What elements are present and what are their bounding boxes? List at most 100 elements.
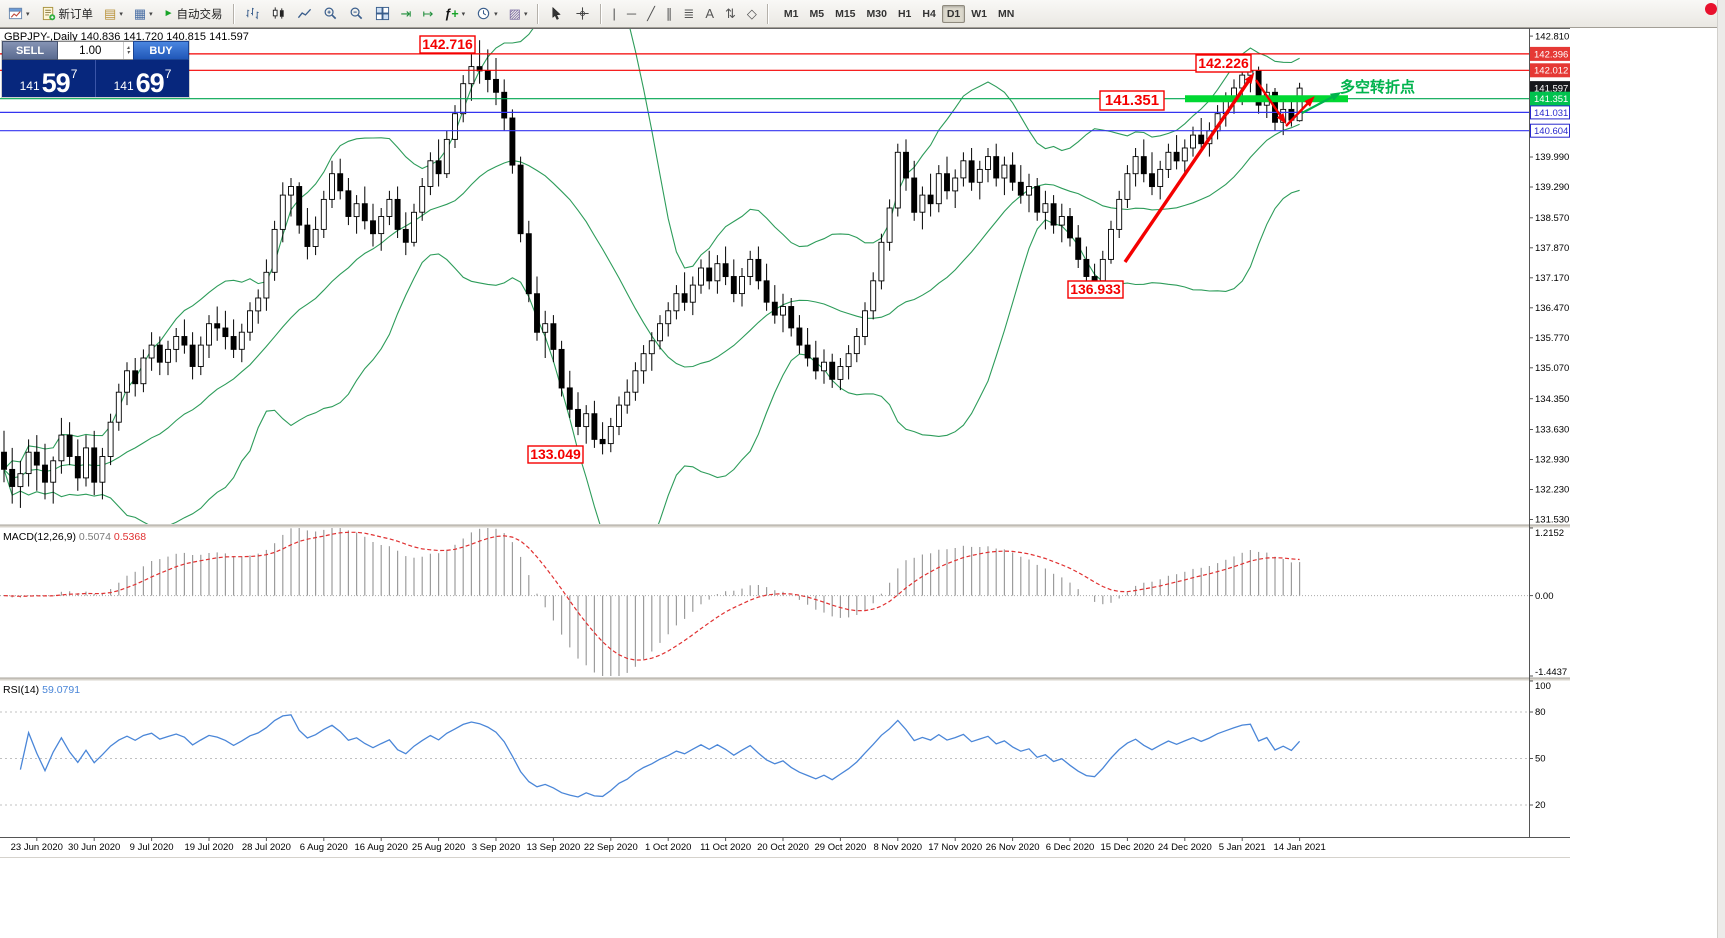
bar-chart-button[interactable] [240, 2, 265, 26]
templates-icon: ▨ [508, 6, 521, 21]
macd-scale: 1.2152 0.00 -1.4437 [1529, 527, 1567, 678]
horizontal-lines[interactable] [0, 53, 1529, 132]
svg-text:139.990: 139.990 [1535, 152, 1569, 163]
price-callout[interactable]: 133.049 [527, 445, 584, 464]
timeframe-w1-button[interactable]: W1 [966, 5, 992, 23]
sell-price-point: 7 [70, 67, 78, 81]
timeframe-h1-button[interactable]: H1 [893, 5, 916, 23]
channel-button[interactable]: ∥ [661, 2, 678, 26]
main-toolbar: ▾ 新订单 ▤ ▾ ▦ ▾ ► 自动交易 ⇥ ↦ ƒ+ ▾ [0, 0, 1725, 28]
svg-text:134.350: 134.350 [1535, 394, 1569, 405]
svg-text:136.933: 136.933 [1070, 281, 1121, 297]
macd-label: MACD(12,26,9) 0.5074 0.5368 [3, 531, 146, 543]
svg-text:139.290: 139.290 [1535, 182, 1569, 193]
cursor-button[interactable] [544, 2, 569, 26]
svg-text:23 Jun 2020: 23 Jun 2020 [11, 842, 63, 853]
fibonacci-icon: ≣ [683, 6, 695, 21]
svg-text:131.530: 131.530 [1535, 515, 1569, 526]
arrows-button[interactable]: ⇅ [720, 2, 741, 26]
toolbar-separator [537, 3, 540, 24]
zoom-out-button[interactable] [344, 2, 369, 26]
tile-windows-button[interactable] [370, 2, 395, 26]
date-axis[interactable]: 23 Jun 2020 30 Jun 2020 9 Jul 2020 19 Jul 2… [11, 837, 1326, 854]
chart-windows-icon: ▦ [133, 6, 147, 21]
svg-text:80: 80 [1535, 707, 1546, 718]
chart-shift-icon: ↦ [422, 6, 434, 21]
one-click-trading-panel: SELL ▴▾ BUY 141 59 7 141 69 7 [2, 41, 189, 97]
price-callout[interactable]: 141.351 [1099, 90, 1165, 111]
trend-arrow[interactable] [1123, 72, 1255, 263]
trend-arrow[interactable] [1301, 92, 1342, 114]
chart-windows-button[interactable]: ▦ ▾ [129, 2, 158, 26]
timeframe-m30-button[interactable]: M30 [862, 5, 892, 23]
red-status-dot [1705, 3, 1717, 15]
autotrade-play-icon: ► [163, 7, 174, 19]
dropdown-arrow-icon: ▾ [149, 10, 153, 18]
timeframe-m1-button[interactable]: M1 [779, 5, 804, 23]
buy-button[interactable]: BUY [133, 41, 189, 60]
trendline-button[interactable]: ╱ [642, 2, 660, 26]
price-callout[interactable]: 136.933 [1067, 280, 1124, 299]
window-scrollbar[interactable] [1717, 0, 1725, 938]
svg-text:142.012: 142.012 [1534, 66, 1568, 77]
spinner-down-icon[interactable]: ▾ [126, 49, 130, 56]
autotrade-button[interactable]: ► 自动交易 [159, 2, 228, 26]
indicators-button[interactable]: ƒ+ ▾ [439, 2, 470, 26]
new-order-button[interactable]: 新订单 [36, 2, 99, 26]
buy-price[interactable]: 141 69 7 [95, 60, 189, 97]
svg-text:100: 100 [1535, 681, 1551, 692]
rsi-label: RSI(14) 59.0791 [3, 684, 80, 696]
text-button[interactable]: A [700, 2, 719, 26]
chart-canvas[interactable]: 142.716 142.226 141.351 136.933 133.049 多空转折点… [0, 28, 1570, 858]
price-scale[interactable]: 142.810 139.990 139.290 138.570 137.870 137.1… [1529, 31, 1570, 526]
sell-price[interactable]: 141 59 7 [2, 60, 95, 97]
spinner-up-icon[interactable]: ▴ [126, 44, 130, 51]
toolbar-separator [600, 3, 603, 24]
svg-text:6 Aug 2020: 6 Aug 2020 [300, 842, 348, 853]
svg-text:1 Oct 2020: 1 Oct 2020 [645, 842, 691, 853]
svg-text:15 Dec 2020: 15 Dec 2020 [1100, 842, 1154, 853]
price-tag: 142.012 [1530, 63, 1570, 78]
svg-text:19 Jul 2020: 19 Jul 2020 [184, 842, 233, 853]
chart-shift-button[interactable]: ↦ [417, 2, 438, 26]
new-chart-button[interactable]: ▾ [3, 2, 35, 26]
crosshair-icon [576, 7, 590, 20]
vertical-line-button[interactable]: | [607, 2, 620, 26]
volume-input[interactable] [58, 42, 123, 59]
crosshair-button[interactable] [570, 2, 595, 26]
shapes-button[interactable]: ◇ [742, 2, 762, 26]
bar-chart-icon [245, 7, 259, 20]
svg-text:17 Nov 2020: 17 Nov 2020 [928, 842, 982, 853]
price-callout[interactable]: 142.226 [1195, 54, 1252, 73]
dropdown-arrow-icon: ▾ [26, 10, 30, 18]
buy-price-point: 7 [164, 67, 172, 81]
timeframe-h4-button[interactable]: H4 [917, 5, 940, 23]
candlestick-chart-button[interactable] [266, 2, 291, 26]
profiles-button[interactable]: ▤ ▾ [99, 2, 128, 26]
svg-text:29 Oct 2020: 29 Oct 2020 [815, 842, 867, 853]
timeframe-d1-button[interactable]: D1 [941, 4, 966, 23]
horizontal-line-icon: ─ [626, 6, 637, 21]
svg-text:24 Dec 2020: 24 Dec 2020 [1158, 842, 1212, 853]
channel-icon: ∥ [665, 6, 673, 21]
sell-price-big-figure: 141 [19, 79, 40, 93]
shapes-icon: ◇ [746, 6, 757, 21]
sell-button[interactable]: SELL [2, 41, 58, 60]
zoom-in-button[interactable] [318, 2, 343, 26]
horizontal-line-button[interactable]: ─ [622, 2, 641, 26]
timeframe-m15-button[interactable]: M15 [830, 5, 860, 23]
bull-bear-note[interactable]: 多空转折点 [1340, 78, 1415, 96]
periods-button[interactable]: ▾ [471, 2, 503, 26]
templates-button[interactable]: ▨ ▾ [504, 2, 533, 26]
line-chart-button[interactable] [292, 2, 317, 26]
trend-arrow[interactable] [1255, 79, 1287, 125]
profiles-icon: ▤ [104, 6, 117, 21]
timeframe-mn-button[interactable]: MN [993, 5, 1019, 23]
auto-scroll-button[interactable]: ⇥ [396, 2, 417, 26]
timeframe-m5-button[interactable]: M5 [804, 5, 829, 23]
trend-arrow[interactable] [1285, 96, 1315, 127]
volume-spinner[interactable]: ▴ ▾ [122, 42, 133, 59]
price-callout[interactable]: 142.716 [419, 35, 476, 54]
svg-text:142.226: 142.226 [1198, 55, 1249, 71]
fibonacci-button[interactable]: ≣ [678, 2, 699, 26]
